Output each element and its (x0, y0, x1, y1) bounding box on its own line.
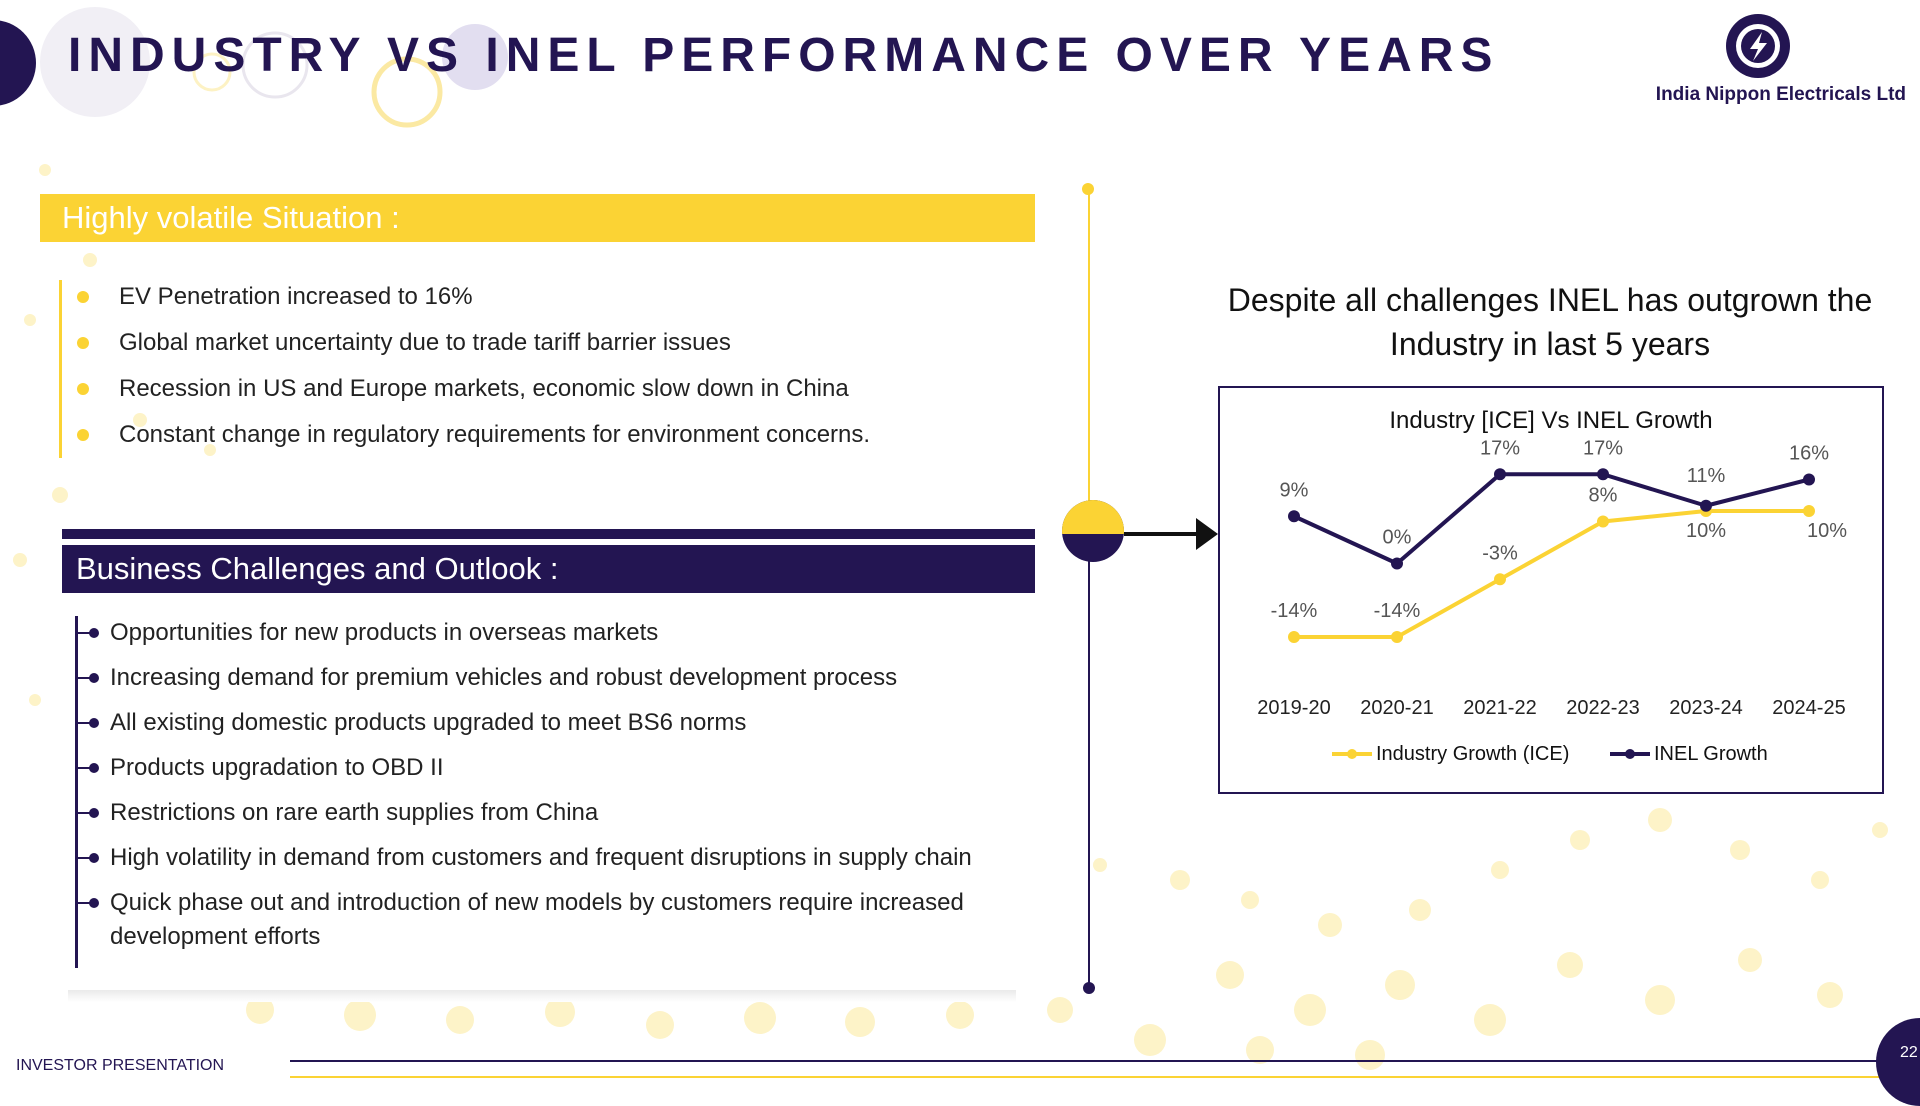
data-label: 10% (1807, 520, 1847, 542)
arrow-right-icon (1196, 518, 1218, 550)
background-dots (13, 164, 1888, 1070)
bullet-dot (77, 383, 89, 395)
data-label: 10% (1686, 520, 1726, 542)
data-point (1597, 515, 1609, 528)
data-point (1700, 499, 1712, 512)
x-tick-label: 2024-25 (1772, 697, 1845, 719)
x-tick-label: 2020-21 (1360, 697, 1433, 719)
data-label: 0% (1383, 527, 1412, 549)
footer-line-accent (290, 1076, 1890, 1078)
list-item: Increasing demand for premium vehicles a… (74, 661, 1014, 695)
data-point (1494, 573, 1506, 586)
section-shadow (68, 990, 1016, 1002)
company-logo (1726, 14, 1790, 78)
footer-line (290, 1060, 1890, 1062)
growth-chart: Industry [ICE] Vs INEL Growth -14% -14% -3%… (1257, 407, 1847, 765)
data-label: 16% (1789, 443, 1829, 465)
bullet-dot (77, 337, 89, 349)
list-item: Constant change in regulatory requiremen… (60, 418, 1020, 464)
challenges-list: Opportunities for new products in overse… (74, 616, 1014, 965)
data-point (1803, 473, 1815, 486)
arrow-line (1124, 532, 1210, 536)
situation-heading: Highly volatile Situation : (62, 200, 400, 235)
x-tick-label: 2021-22 (1463, 697, 1536, 719)
data-point (1391, 631, 1403, 643)
data-label: 9% (1280, 479, 1309, 501)
data-label: -14% (1374, 600, 1421, 622)
bullet-dot (89, 628, 99, 638)
timeline-dot-top (1082, 183, 1094, 195)
data-label: -14% (1271, 600, 1318, 622)
x-tick-label: 2019-20 (1257, 697, 1330, 719)
data-point (1288, 510, 1300, 523)
data-label: 17% (1480, 437, 1520, 459)
bullet-dot (89, 898, 99, 908)
data-label: -3% (1482, 542, 1518, 564)
series-line-1 (1293, 472, 1810, 566)
bullet-dot (89, 853, 99, 863)
bullet-dot (77, 291, 89, 303)
timeline-marker (1062, 500, 1124, 562)
challenges-header-band: Business Challenges and Outlook : (62, 545, 1035, 593)
timeline-dot-bottom (1083, 982, 1095, 994)
timeline-line-lower (1088, 540, 1090, 988)
list-item: Opportunities for new products in overse… (74, 616, 1014, 650)
situation-bullet-line (59, 280, 62, 458)
bullet-dot (89, 763, 99, 773)
situation-header-band: Highly volatile Situation : (40, 194, 1035, 242)
page-title: INDUSTRY VS INEL PERFORMANCE OVER YEARS (68, 29, 1500, 82)
x-tick-label: 2022-23 (1566, 697, 1639, 719)
data-point (1494, 468, 1506, 481)
list-item: Global market uncertainty due to trade t… (60, 326, 1020, 372)
data-label: 8% (1589, 485, 1618, 507)
chart-container: Industry [ICE] Vs INEL Growth -14% -14% -3%… (1218, 386, 1884, 794)
legend-label: Industry Growth (ICE) (1376, 743, 1569, 765)
legend-marker (1625, 749, 1635, 759)
data-point (1803, 505, 1815, 517)
data-point (1288, 631, 1300, 643)
legend-marker (1347, 749, 1357, 759)
list-item: Quick phase out and introduction of new … (74, 886, 1014, 954)
list-item: Products upgradation to OBD II (74, 751, 1014, 785)
bullet-dot (77, 429, 89, 441)
bullet-dot (89, 673, 99, 683)
list-item: Restrictions on rare earth supplies from… (74, 796, 1014, 830)
challenges-heading: Business Challenges and Outlook : (76, 551, 559, 586)
bullet-dot (89, 718, 99, 728)
company-name: India Nippon Electricals Ltd (1655, 84, 1906, 105)
data-label: 11% (1687, 465, 1726, 487)
challenges-bullet-line (75, 616, 78, 968)
series-line-0 (1294, 509, 1809, 639)
list-item: High volatility in demand from customers… (74, 841, 1014, 875)
list-item: All existing domestic products upgraded … (74, 706, 1014, 740)
list-item: Recession in US and Europe markets, econ… (60, 372, 1020, 418)
bullet-dot (89, 808, 99, 818)
header-decor (40, 7, 508, 128)
chart-title: Industry [ICE] Vs INEL Growth (1389, 407, 1712, 434)
situation-list: EV Penetration increased to 16% Global m… (60, 280, 1020, 464)
page-number: 22 (1900, 1044, 1918, 1061)
challenges-divider (62, 529, 1035, 539)
chart-subtitle: Despite all challenges INEL has outgrown… (1227, 282, 1873, 362)
data-label: 17% (1583, 437, 1623, 459)
x-tick-label: 2023-24 (1669, 697, 1742, 719)
data-point (1391, 557, 1403, 570)
footer-label: INVESTOR PRESENTATION (16, 1057, 225, 1074)
data-point (1597, 468, 1609, 481)
legend-label: INEL Growth (1654, 743, 1768, 765)
list-item: EV Penetration increased to 16% (60, 280, 1020, 326)
